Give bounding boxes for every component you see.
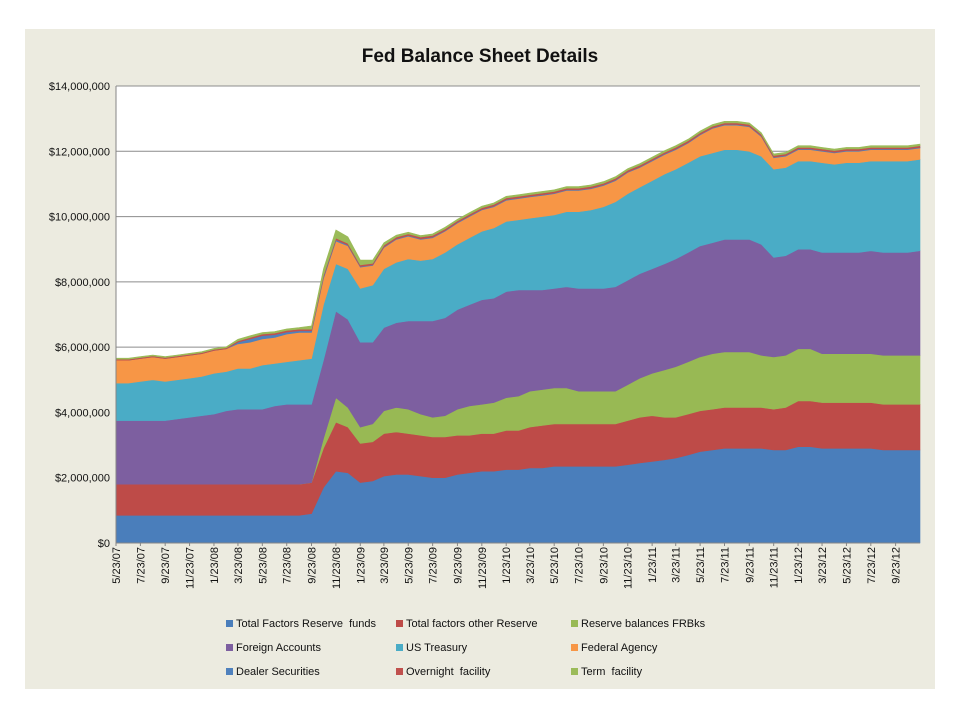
x-tick-label: 3/23/08 [233,547,245,584]
y-axis-tick-labels: $0 $2,000,000 $4,000,000 $6,000,000 $8,000,0… [49,81,110,550]
x-tick-label: 9/23/08 [307,547,319,584]
x-tick-label: 7/23/12 [866,547,878,584]
y-tick-label: $8,000,000 [55,277,110,289]
x-tick-label: 3/23/09 [379,547,391,584]
x-tick-label: 11/23/08 [331,547,343,589]
y-tick-label: $14,000,000 [49,81,110,93]
x-tick-label: 7/23/10 [574,547,586,584]
legend-label: Reserve balances FRBks [581,618,706,630]
legend-swatch [226,620,233,627]
y-tick-label: $2,000,000 [55,473,110,485]
y-tick-label: $6,000,000 [55,342,110,354]
x-tick-label: 3/23/10 [525,547,537,584]
x-tick-label: 5/23/09 [403,547,415,584]
legend-label: Federal Agency [581,642,658,654]
chart-title: Fed Balance Sheet Details [362,46,599,67]
legend: Total Factors Reserve funds Total factors… [226,618,706,678]
x-tick-label: 5/23/08 [257,547,269,584]
x-tick-label: 3/23/12 [817,547,829,584]
x-tick-label: 11/23/09 [477,547,489,589]
x-tick-label: 5/23/12 [841,547,853,584]
y-tick-label: $12,000,000 [49,146,110,158]
legend-swatch [396,620,403,627]
x-tick-label: 9/23/12 [891,547,903,584]
axes [115,86,920,544]
legend-label: Total factors other Reserve [406,618,537,630]
x-tick-label: 5/23/11 [695,547,707,583]
area-series-9 [115,121,921,360]
x-tick-label: 11/23/10 [623,547,635,589]
x-tick-label: 5/23/07 [111,547,123,584]
x-tick-label: 9/23/10 [598,547,610,584]
legend-swatch [396,644,403,651]
x-tick-label: 9/23/11 [744,547,756,583]
y-tick-label: $0 [98,538,110,550]
legend-swatch [571,620,578,627]
x-tick-label: 1/23/12 [793,547,805,584]
chart-svg: Fed Balance Sheet Details $0 $2,000,000 $4… [49,46,921,678]
x-tick-label: 3/23/11 [671,547,683,583]
x-tick-label: 9/23/09 [452,547,464,584]
legend-swatch [396,668,403,675]
x-tick-label: 1/23/10 [501,547,513,584]
x-tick-label: 7/23/09 [428,547,440,584]
legend-label: Overnight facility [406,666,491,678]
legend-swatch [571,644,578,651]
x-tick-label: 11/23/07 [185,547,197,589]
legend-label: Term facility [581,666,643,678]
legend-label: Foreign Accounts [236,642,321,654]
x-axis-tick-labels: 5/23/07 7/23/07 9/23/07 11/23/07 1/23/08 3/23… [111,543,903,589]
legend-swatch [226,668,233,675]
x-tick-label: 7/23/07 [135,547,147,584]
x-tick-label: 1/23/08 [209,547,221,584]
y-tick-label: $10,000,000 [49,212,110,224]
x-tick-label: 7/23/08 [282,547,294,584]
x-tick-label: 9/23/07 [160,547,172,584]
y-tick-label: $4,000,000 [55,407,110,419]
chart-frame: Fed Balance Sheet Details $0 $2,000,000 $4… [25,29,935,689]
x-tick-label: 1/23/11 [647,547,659,583]
x-tick-label: 7/23/11 [719,547,731,583]
legend-label: US Treasury [406,642,468,654]
legend-label: Total Factors Reserve funds [236,618,377,630]
legend-swatch [571,668,578,675]
x-tick-label: 11/23/11 [769,547,781,588]
legend-swatch [226,644,233,651]
x-tick-label: 1/23/09 [355,547,367,584]
legend-label: Dealer Securities [236,666,320,678]
x-tick-label: 5/23/10 [549,547,561,584]
stacked-areas [115,121,921,544]
